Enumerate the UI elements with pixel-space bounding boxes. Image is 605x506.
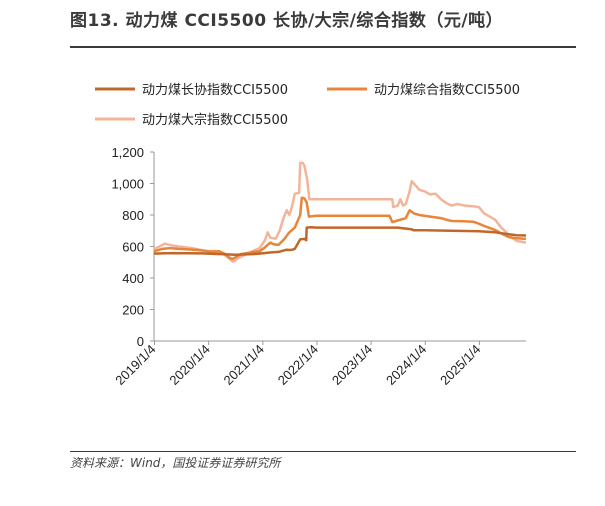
x-tick-label: 2021/1/4 [221,342,267,388]
y-tick-label: 600 [122,240,144,255]
x-tick-label: 2022/1/4 [275,342,321,388]
x-tick-label: 2020/1/4 [166,342,212,388]
y-tick-label: 400 [122,271,144,286]
x-tick-label: 2024/1/4 [383,342,429,388]
title-rule [70,46,576,48]
series-line-composite [153,196,527,261]
y-tick-label: 800 [122,208,144,223]
y-tick-label: 0 [137,334,144,349]
y-tick-label: 1,000 [111,177,144,192]
x-tick-label: 2023/1/4 [329,342,375,388]
source-note: 资料来源：Wind，国投证券证券研究所 [70,456,281,470]
y-axis: 0 200 400 600 800 1,000 1,200 [111,145,155,349]
series-line-long-term [153,226,527,257]
series-line-spot [153,161,527,263]
chart-legend: 动力煤长协指数CCI5500 动力煤综合指数CCI5500 动力煤大宗指数CCI… [95,83,520,128]
legend-label-spot: 动力煤大宗指数CCI5500 [142,112,288,128]
legend-label-composite: 动力煤综合指数CCI5500 [374,83,520,98]
source-rule [70,451,576,452]
y-tick-label: 1,200 [111,145,144,160]
y-tick-label: 200 [122,303,144,318]
figure-title: 图13. 动力煤 CCI5500 长协/大宗/综合指数（元/吨） [70,11,504,31]
x-axis: 2019/1/4 2020/1/4 2021/1/4 2022/1/4 2023/1/4… [112,340,526,388]
x-tick-label: 2025/1/4 [437,342,483,388]
x-tick-label: 2019/1/4 [112,342,158,388]
plot-area [153,161,527,263]
legend-label-long-term: 动力煤长协指数CCI5500 [142,83,288,98]
